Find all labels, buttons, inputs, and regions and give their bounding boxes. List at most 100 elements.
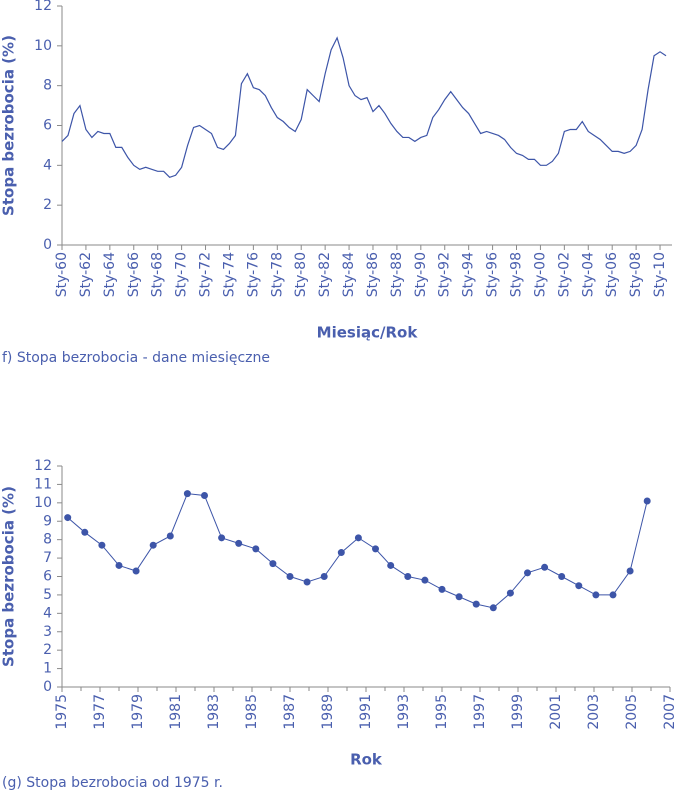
x-tick-label: Sty-70 [174,252,190,297]
x-tick-label: Sty-94 [461,252,477,297]
x-tick-label: 1993 [396,694,412,730]
x-axis-label: Rok [350,751,383,769]
data-point [115,561,123,569]
x-tick-label: 1983 [206,694,222,730]
x-tick-label: 1999 [510,694,526,730]
x-tick-label: 1989 [320,694,336,730]
x-tick-label: Sty-64 [102,252,118,297]
y-tick-label: 6 [43,569,52,585]
data-point [643,497,651,505]
data-point [541,563,549,571]
x-tick-label: Sty-66 [126,252,142,297]
y-tick-label: 5 [43,587,52,603]
x-tick-label: 1997 [472,694,488,730]
y-tick-label: 10 [34,495,52,511]
data-point [81,528,89,536]
data-point [421,576,429,584]
data-point [372,545,379,553]
data-point [183,490,191,498]
x-tick-label: Sty-74 [221,252,237,297]
x-tick-label: 2001 [548,694,564,730]
x-tick-label: Sty-00 [532,252,548,297]
x-tick-label: Sty-98 [509,252,525,297]
y-tick-label: 11 [34,476,52,492]
y-tick-label: 8 [43,532,52,548]
data-point [218,534,226,542]
data-point [472,600,480,608]
data-point [98,541,106,549]
x-tick-label: Sty-68 [150,252,166,297]
y-tick-label: 0 [43,679,52,695]
y-tick-label: 4 [43,605,52,621]
data-point [626,567,634,575]
x-tick-label: 2005 [624,694,640,730]
data-line [67,493,648,609]
data-point [252,545,260,553]
y-tick-label: 6 [43,118,52,134]
x-tick-label: Sty-04 [580,252,596,297]
data-point [404,573,412,580]
data-point [506,589,514,597]
data-point [201,491,208,499]
x-tick-label: Sty-78 [269,252,285,297]
x-tick-label: 1975 [54,694,70,730]
data-point [558,573,566,580]
data-point [524,569,531,577]
data-point [235,539,243,547]
caption: (g) Stopa bezrobocia od 1975 r. [2,775,223,791]
data-point [489,604,497,612]
data-point [269,560,277,568]
x-tick-label: Sty-72 [198,252,214,297]
data-point [609,591,617,599]
y-tick-label: 0 [43,237,52,253]
x-tick-label: 1977 [92,694,108,730]
data-point [438,585,446,593]
x-tick-label: Sty-90 [413,252,429,297]
data-point [592,591,600,599]
x-axis-label: Miesiąc/Rok [317,324,419,342]
data-line [61,36,667,178]
data-point [575,582,583,590]
x-tick-label: Sty-10 [652,252,668,297]
x-tick-label: 1995 [434,694,450,730]
data-point [337,549,345,557]
y-tick-label: 4 [43,157,52,173]
x-tick-label: Sty-60 [54,252,70,297]
y-tick-label: 12 [34,458,52,474]
y-axis-label: Stopa bezrobocia (%) [0,486,18,667]
y-tick-label: 10 [34,38,52,54]
y-tick-label: 8 [43,78,52,94]
x-tick-label: Sty-84 [341,252,357,297]
data-point [455,593,463,601]
x-tick-label: Sty-92 [437,252,453,297]
data-point [303,578,311,586]
x-tick-label: Sty-02 [556,252,572,297]
x-tick-label: 1991 [358,694,374,730]
x-tick-label: Sty-80 [293,252,309,297]
data-point [387,561,395,569]
caption: f) Stopa bezrobocia - dane miesięczne [2,350,270,366]
y-tick-label: 2 [43,197,52,213]
x-tick-label: Sty-08 [628,252,644,297]
x-tick-label: 2003 [586,694,602,730]
data-point [149,541,157,549]
x-tick-label: 2007 [662,694,678,730]
x-tick-label: 1979 [130,694,146,730]
data-point [64,514,72,522]
x-tick-label: Sty-86 [365,252,381,297]
data-point [132,567,140,575]
y-tick-label: 7 [43,550,52,566]
data-point [286,573,294,580]
y-tick-label: 1 [43,661,52,677]
y-tick-label: 9 [43,513,52,529]
x-tick-label: 1987 [282,694,298,730]
y-axis-label: Stopa bezrobocia (%) [0,35,18,216]
y-tick-label: 12 [34,0,52,14]
data-point [354,534,362,542]
x-tick-label: Sty-06 [604,252,620,297]
x-tick-label: 1985 [244,694,260,730]
x-tick-label: Sty-62 [78,252,94,297]
x-tick-label: 1981 [168,694,184,730]
data-point [166,532,174,540]
